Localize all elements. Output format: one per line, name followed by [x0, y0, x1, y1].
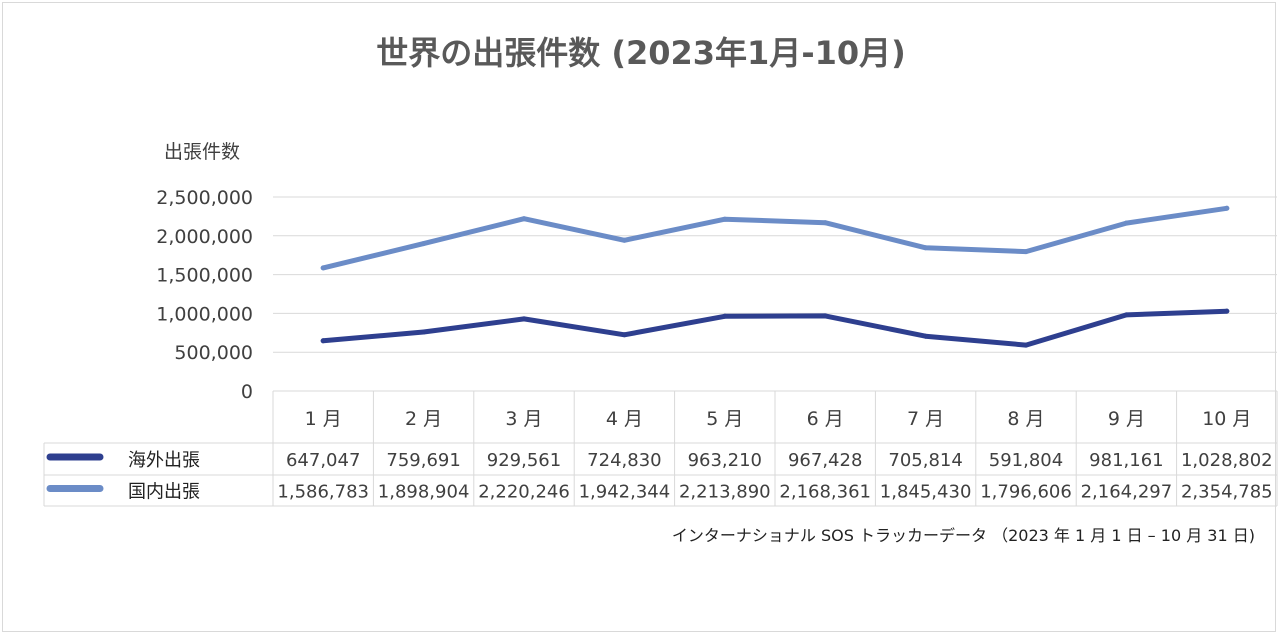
data-point: [1023, 249, 1029, 255]
data-label: 2,168,361: [779, 482, 871, 503]
data-label: 1,028,802: [1181, 450, 1273, 471]
data-label: 1,586,783: [277, 482, 369, 503]
data-label: 1,796,606: [980, 482, 1072, 503]
data-point: [722, 313, 728, 319]
data-label: 963,210: [688, 450, 762, 471]
data-point: [722, 216, 728, 222]
y-axis-label: 出張件数: [164, 141, 240, 163]
data-label: 967,428: [788, 450, 862, 471]
data-label: 591,804: [989, 450, 1063, 471]
data-label: 2,213,890: [679, 482, 771, 503]
chart-title: 世界の出張件数 (2023年1月-10月): [376, 34, 906, 72]
y-tick-label: 0: [241, 381, 253, 403]
y-axis-ticks: 0 500,000 1,000,000 1,500,000 2,000,000 2,500…: [156, 187, 253, 403]
data-point: [1123, 312, 1129, 318]
x-tick-label: 8 月: [1007, 408, 1044, 430]
data-point: [1224, 308, 1230, 314]
source-note: インターナショナル SOS トラッカーデータ （2023 年 1 月 1 日 –…: [672, 526, 1255, 545]
x-tick-label: 9 月: [1108, 408, 1145, 430]
data-label: 1,942,344: [579, 482, 671, 503]
data-point: [923, 333, 929, 339]
gridlines: [273, 196, 1277, 392]
data-point: [822, 313, 828, 319]
x-tick-label: 6 月: [807, 408, 844, 430]
data-point: [1023, 342, 1029, 348]
legend-label: 国内出張: [128, 482, 200, 503]
x-tick-label: 2 月: [405, 408, 442, 430]
data-point: [1123, 220, 1129, 226]
data-point: [822, 220, 828, 226]
data-point: [621, 237, 627, 243]
data-label: 2,164,297: [1081, 482, 1173, 503]
data-point: [923, 245, 929, 251]
data-label: 1,898,904: [378, 482, 470, 503]
data-label: 981,161: [1089, 450, 1163, 471]
data-label: 759,691: [386, 450, 460, 471]
data-point: [320, 265, 326, 271]
x-tick-label: 4 月: [606, 408, 643, 430]
data-label: 2,220,246: [478, 482, 570, 503]
y-tick-label: 2,000,000: [156, 226, 253, 248]
series-line: [320, 205, 1230, 271]
x-tick-label: 5 月: [706, 408, 743, 430]
series-line: [320, 308, 1230, 348]
data-label: 705,814: [888, 450, 962, 471]
data-point: [1224, 205, 1230, 211]
data-point: [621, 332, 627, 338]
series-lines: [320, 205, 1230, 348]
x-tick-label: 3 月: [505, 408, 542, 430]
legend-label: 海外出張: [128, 450, 200, 471]
data-label: 1,845,430: [880, 482, 972, 503]
y-tick-label: 1,000,000: [156, 303, 253, 325]
data-point: [320, 338, 326, 344]
data-label: 929,561: [487, 450, 561, 471]
data-label: 724,830: [587, 450, 661, 471]
y-tick-label: 1,500,000: [156, 265, 253, 287]
x-tick-label: 10 月: [1202, 408, 1251, 430]
data-label: 2,354,785: [1181, 482, 1273, 503]
data-label: 647,047: [286, 450, 360, 471]
y-tick-label: 500,000: [174, 342, 253, 364]
y-tick-label: 2,500,000: [156, 187, 253, 209]
data-point: [421, 241, 427, 247]
x-tick-label: 7 月: [907, 408, 944, 430]
data-point: [521, 316, 527, 322]
data-point: [421, 329, 427, 335]
x-tick-label: 1 月: [305, 408, 342, 430]
data-point: [521, 216, 527, 222]
